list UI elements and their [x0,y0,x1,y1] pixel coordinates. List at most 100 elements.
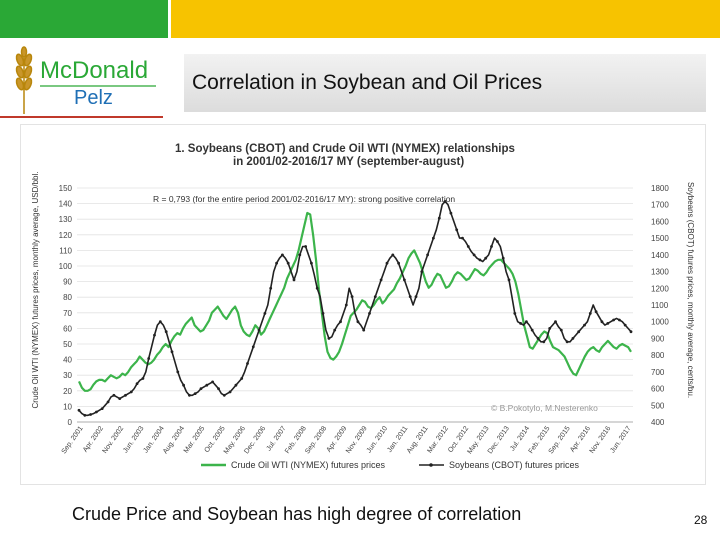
y-right-tick-label: 1500 [651,234,669,243]
soybean-data-point [397,261,400,265]
soybean-data-point [344,303,348,307]
soybean-data-point [193,392,197,395]
y-right-tick-label: 900 [651,334,665,343]
soybean-data-point [147,357,151,360]
soybean-data-point [501,256,505,260]
soybean-data-point [199,387,203,390]
y-right-tick-label: 400 [651,418,665,427]
y-left-tick-label: 70 [63,309,72,318]
soybean-data-point [205,383,209,387]
soybean-data-point [559,328,563,332]
y-left-tick-label: 80 [63,293,72,302]
soybean-data-point [443,200,447,203]
soybean-data-point [437,216,441,220]
soybean-data-point [373,295,377,298]
y-right-tick-label: 1300 [651,268,669,277]
x-tick-label: Sep. 2001 [61,425,85,455]
soybean-data-point [124,393,127,397]
soybean-data-point [77,408,81,412]
soybean-data-point [588,312,592,315]
slide-title: Correlation in Soybean and Oil Prices [192,71,543,94]
y-left-tick-label: 150 [59,184,73,193]
y-left-tick-label: 90 [63,278,72,287]
soybean-data-point [182,383,186,387]
y-right-axis-title: Soybeans (CBOT) futures prices, monthly … [686,182,695,398]
y-right-tick-label: 1400 [651,251,669,260]
soybean-data-point [95,410,98,414]
soybean-data-point [281,253,284,257]
x-tick-label: Jun. 2017 [609,425,632,454]
soybean-data-point [466,245,470,248]
chart-panel: 1. Soybeans (CBOT) and Crude Oil WTI (NY… [20,124,706,485]
soybean-data-point [420,270,424,273]
logo-divider [0,116,163,118]
chart-title-line2: in 2001/02-2016/17 MY (september-august) [233,156,464,168]
x-tick-label: Sep. 2008 [304,425,328,455]
series-line-soybeans [78,200,632,417]
soybean-data-point [246,362,249,365]
soybean-data-point [507,278,511,282]
soybean-data-point [554,320,557,324]
soybean-data-point [339,320,342,324]
y-left-tick-label: 110 [59,246,72,255]
soybean-data-point [100,407,104,410]
soybean-data-point [391,253,395,257]
soybean-data-point [112,393,116,397]
y-left-tick-label: 30 [63,371,72,380]
soybean-data-point [408,295,412,298]
y-left-tick-label: 140 [59,200,73,209]
soybean-data-point [600,320,604,324]
soybean-data-point [577,330,581,334]
soybean-data-point [176,370,180,374]
soybean-data-point [623,323,627,327]
x-tick-label: Jul. 2007 [266,425,288,452]
soybean-data-point [455,228,459,232]
soybean-data-point [211,380,215,384]
soybean-data-point [310,261,313,265]
soybean-data-point [536,337,540,340]
soybean-data-point [461,236,464,240]
soybean-data-point [333,328,337,332]
soybean-data-point [594,310,598,314]
soybean-data-point [251,345,255,349]
y-right-tick-label: 1200 [651,284,669,293]
soybean-data-point [472,253,476,257]
page-number: 28 [694,513,708,527]
y-left-tick-label: 10 [63,402,72,411]
soybean-data-point [298,253,302,257]
soybean-data-point [83,413,87,417]
soybean-data-point [158,320,162,324]
company-logo: McDonald Pelz [6,46,164,116]
soybean-data-point [89,413,92,416]
soybean-data-point [129,390,133,394]
y-left-tick-label: 40 [63,356,72,365]
wheat-logo-icon: McDonald Pelz [15,46,156,114]
y-right-tick-label: 1000 [651,318,669,327]
soybean-data-point [449,211,453,215]
soybean-data-point [612,318,615,322]
soybean-data-point [356,320,360,324]
soybean-data-point [606,322,610,325]
soybean-data-point [583,323,586,327]
y-left-tick-label: 100 [59,262,73,271]
y-right-tick-label: 500 [651,401,665,410]
soybean-data-point [222,393,226,397]
soybean-data-point [618,318,621,322]
soybean-data-point [519,322,522,325]
y-right-tick-label: 1800 [651,184,669,193]
y-right-tick-label: 600 [651,385,665,394]
header-green-bar [0,0,168,38]
soybean-data-point [188,393,191,397]
credit-note: © B.Pokotylo, M.Nesterenko [491,403,598,413]
soybean-data-point [153,333,156,337]
soybean-data-point [403,278,406,282]
legend-label-soybeans: Soybeans (CBOT) futures prices [449,460,580,470]
soybean-data-point [432,236,435,240]
soybean-data-point [286,261,290,265]
soybean-data-point [496,240,499,243]
soybean-data-point [490,245,493,248]
soybean-data-point [478,258,482,262]
header-yellow-bar [171,0,720,38]
soybean-data-point [629,330,633,334]
soybean-data-point [118,397,122,400]
